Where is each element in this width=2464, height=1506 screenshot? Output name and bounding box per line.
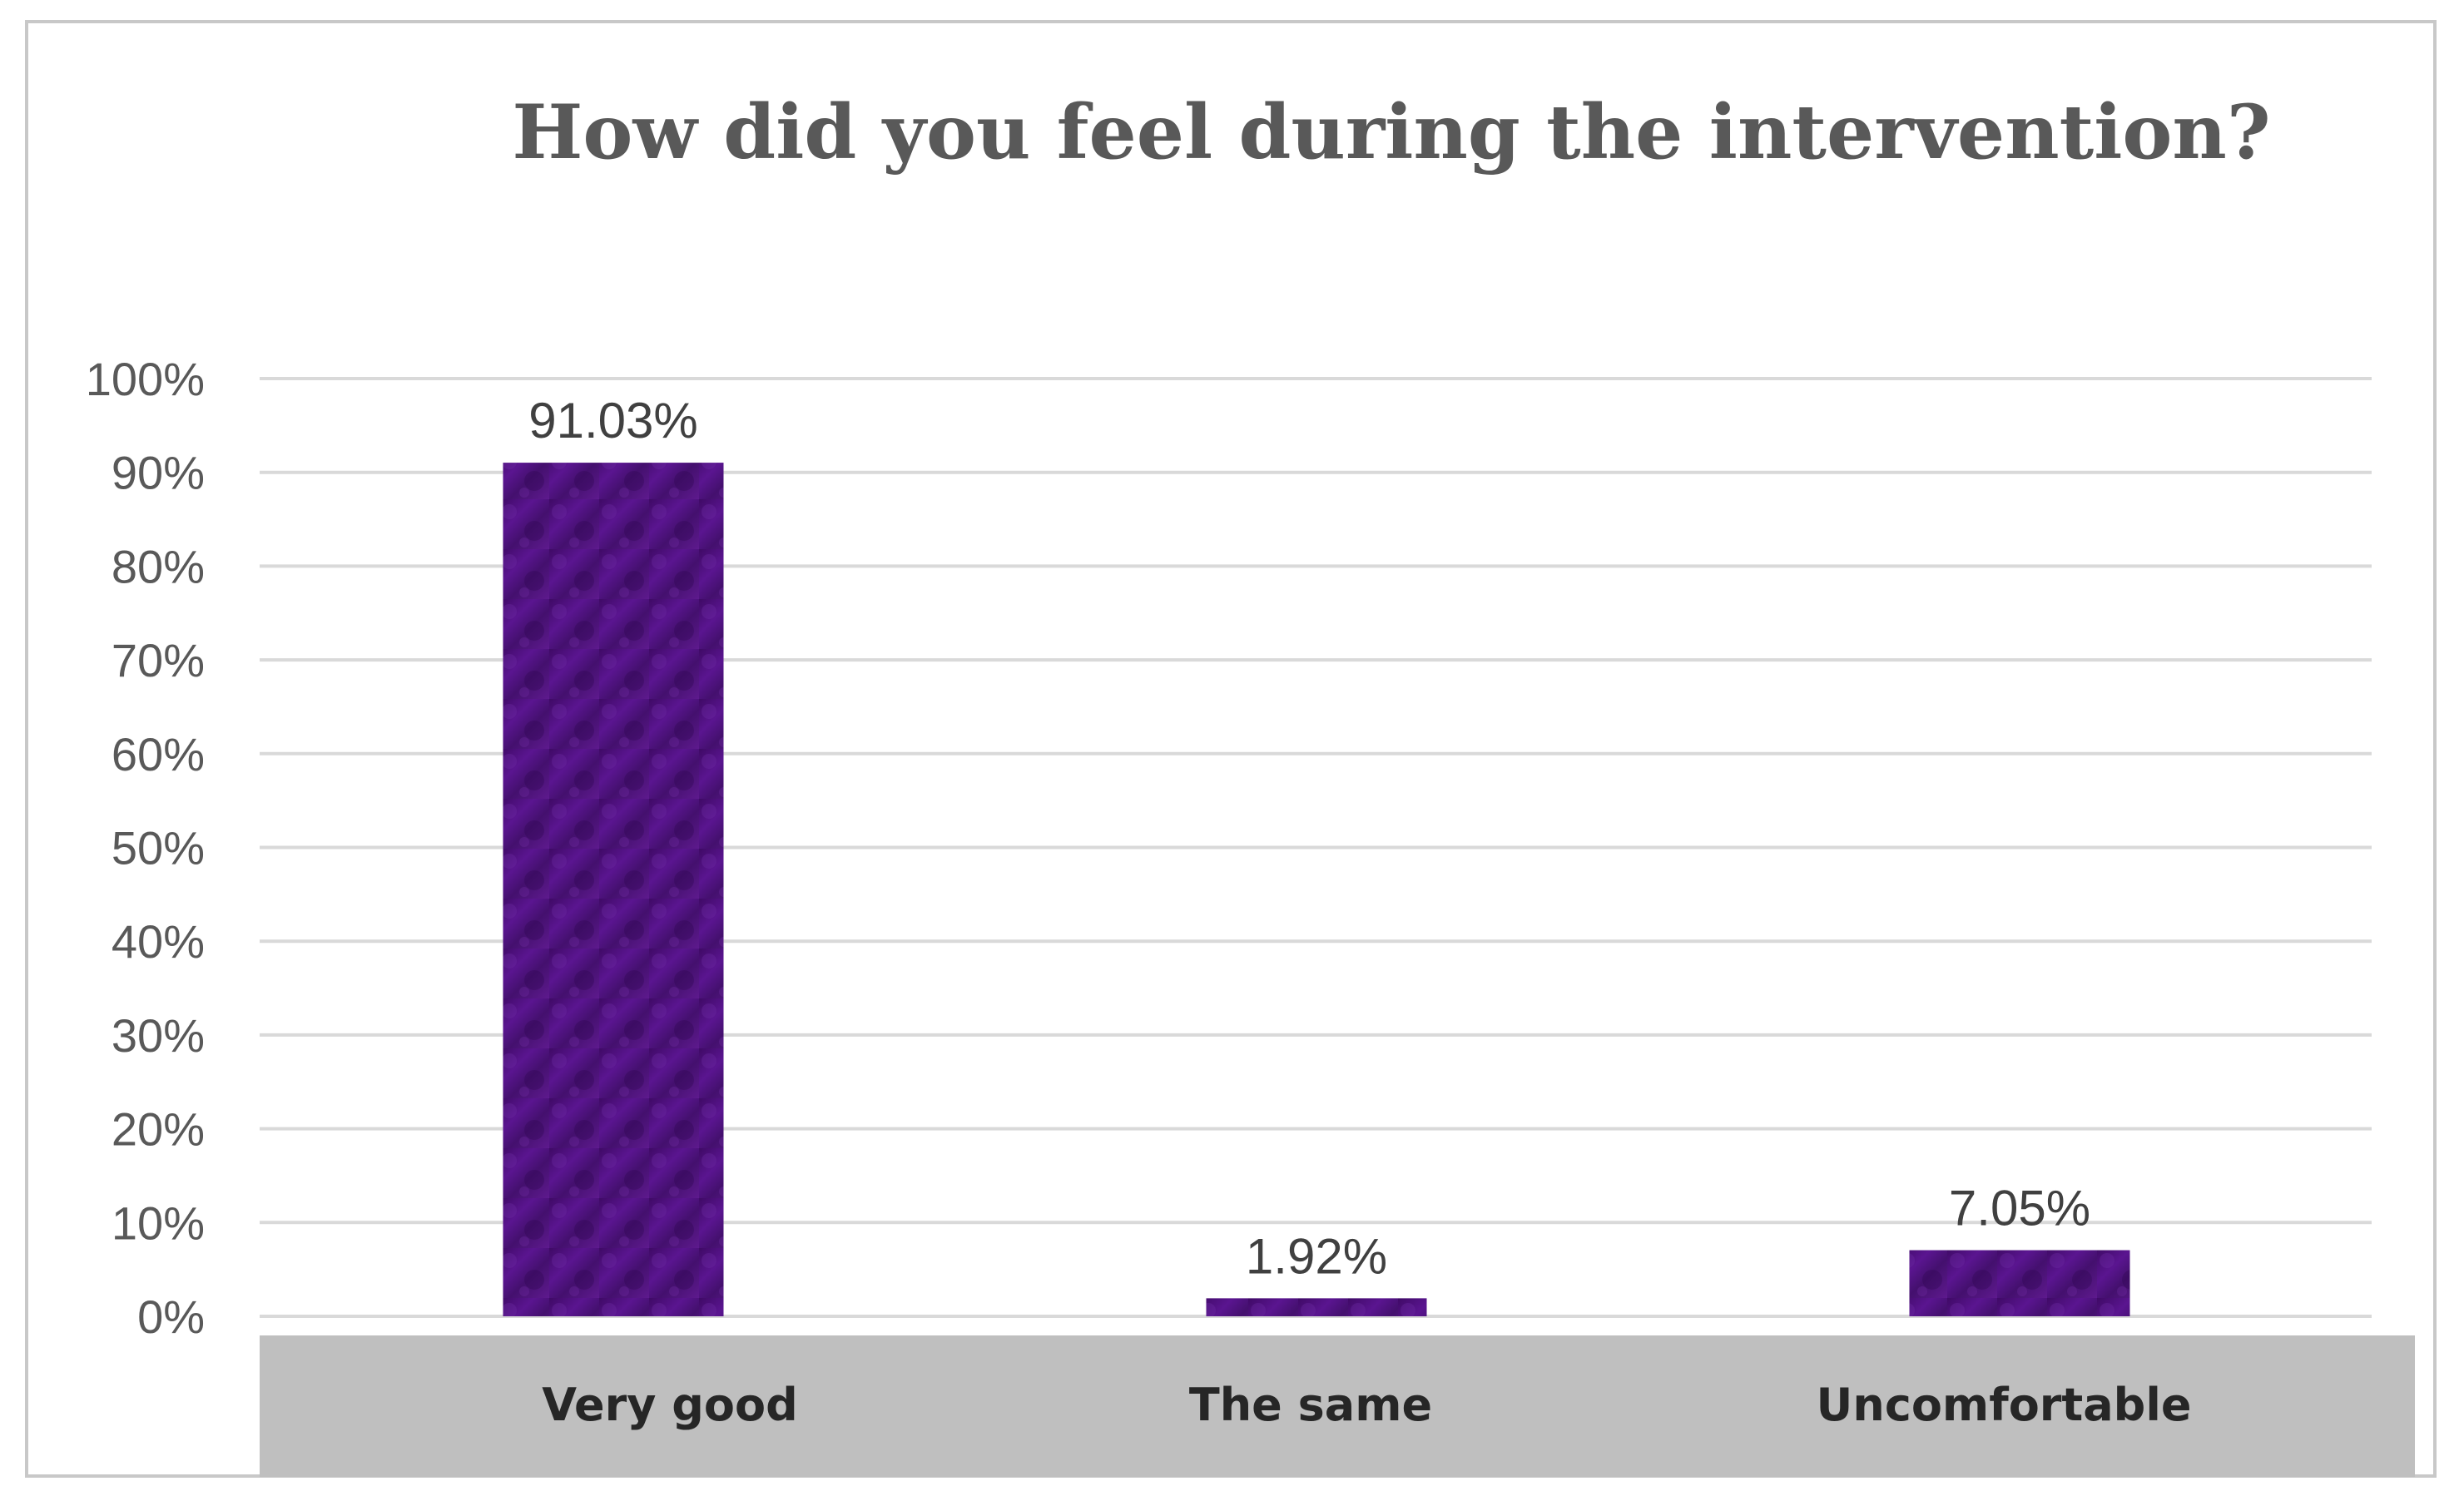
x-category-label: Uncomfortable (1817, 1379, 2192, 1431)
data-labels: 91.03% 1.92% 7.05% (528, 393, 2090, 1284)
bar (1909, 1250, 2130, 1316)
x-category-label: The same (1189, 1379, 1432, 1431)
y-tick-label: 100% (86, 353, 205, 405)
x-category-label: Very good (542, 1379, 798, 1431)
y-tick-label: 0% (137, 1291, 205, 1343)
chart-frame (25, 20, 2437, 1478)
y-tick-label: 90% (112, 447, 205, 499)
data-label: 1.92% (1246, 1228, 1387, 1284)
y-tick-label: 30% (112, 1009, 205, 1062)
data-label: 91.03% (528, 393, 698, 448)
bar (1206, 1298, 1427, 1316)
y-tick-label: 70% (112, 634, 205, 686)
bar (503, 463, 724, 1316)
y-tick-label: 80% (112, 540, 205, 592)
y-axis-ticks: 0% 10% 20% 30% 40% 50% 60% 70% 80% 90% 100% (86, 353, 205, 1343)
chart-title: How did you feel during the intervention… (512, 88, 2270, 176)
x-axis-categories: Very good The same Uncomfortable (542, 1379, 2191, 1431)
y-tick-label: 10% (112, 1196, 205, 1249)
y-tick-label: 20% (112, 1103, 205, 1156)
y-tick-label: 40% (112, 915, 205, 968)
y-tick-label: 50% (112, 822, 205, 874)
category-band (260, 1335, 2415, 1477)
y-tick-label: 60% (112, 728, 205, 780)
bars (503, 463, 2130, 1316)
data-label: 7.05% (1949, 1181, 2090, 1236)
